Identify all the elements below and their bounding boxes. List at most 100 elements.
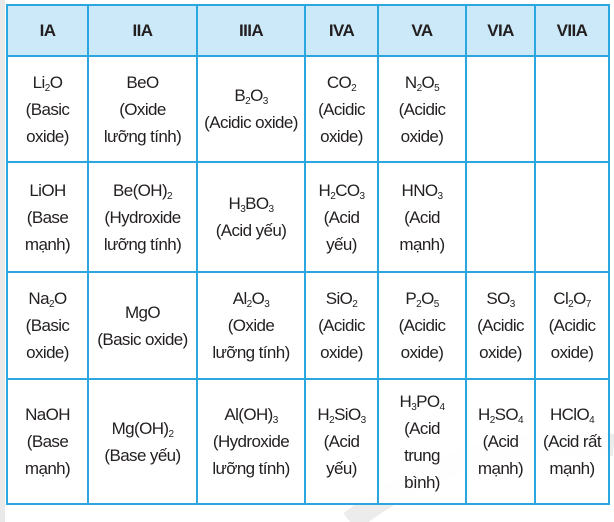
table-row: Li2O (Basic oxide) BeO (Oxide lưỡng tính) B2O3…: [6, 55, 610, 163]
classification-line: (Acid: [323, 432, 360, 451]
chemical-formula: MgO: [90, 299, 195, 326]
formula-subscript: 2: [168, 428, 174, 440]
compound-classification: (Base yếu): [90, 442, 195, 469]
formula-part: Cl: [553, 289, 569, 308]
column-header: IIIA: [196, 4, 306, 57]
formula-part: O: [421, 72, 435, 92]
table-cell: H3PO4 (Acid trung bình): [377, 378, 467, 505]
compound-classification: (Acidic oxide): [307, 96, 376, 150]
table-cell: N2O5 (Acidic oxide): [377, 55, 467, 163]
table-row: LiOH (Base mạnh) Be(OH)2 (Hydroxide lưỡng tín…: [6, 161, 610, 273]
table-cell: Be(OH)2 (Hydroxide lưỡng tính): [87, 161, 198, 273]
chemical-formula: NaOH: [9, 401, 86, 428]
classification-line: yếu): [326, 234, 357, 254]
chemical-formula: H2CO3: [307, 177, 376, 204]
compound-classification: (Acid mạnh): [380, 204, 464, 258]
formula-subscript: 2: [416, 82, 423, 94]
formula-subscript: 2: [167, 190, 173, 202]
formula-part: H: [228, 194, 241, 213]
compound-classification: (Acidic oxide): [380, 96, 464, 150]
formula-subscript: 3: [509, 299, 516, 310]
formula-subscript: 2: [352, 299, 358, 310]
table-cell: SiO2 (Acidic oxide): [304, 271, 379, 380]
chemical-formula: SiO2: [307, 285, 376, 312]
classification-line: mạnh): [24, 234, 71, 254]
chemical-formula: Al(OH)3: [199, 401, 303, 428]
classification-line: lưỡng tính): [103, 126, 182, 146]
table-cell: H2CO3 (Acid yếu): [304, 161, 379, 273]
table-cell: NaOH (Base mạnh): [6, 378, 89, 505]
formula-part: SiO: [334, 405, 361, 424]
formula-subscript: 4: [589, 415, 595, 426]
table-row: NaOH (Base mạnh) Mg(OH)2 (Base yếu) Al(OH)3 (H…: [6, 378, 610, 505]
classification-line: (Basic: [25, 316, 70, 335]
table-cell: H2SO4 (Acid mạnh): [465, 378, 536, 505]
table-cell: LiOH (Base mạnh): [6, 161, 89, 273]
column-header: VIIA: [534, 4, 610, 57]
formula-subscript: 3: [411, 401, 417, 413]
classification-line: mạnh): [399, 234, 445, 254]
classification-line: mạnh): [24, 459, 71, 478]
chemical-formula: Mg(OH)2: [90, 415, 195, 442]
formula-part: O: [251, 289, 265, 308]
classification-line: oxide): [26, 126, 69, 146]
classification-line: oxide): [26, 343, 69, 362]
classification-line: lưỡng tính): [212, 459, 290, 478]
chemical-formula: Na2O: [9, 285, 86, 312]
formula-subscript: 3: [264, 299, 270, 310]
chemical-formula: Li2O: [9, 69, 86, 96]
table-cell: H2SiO3 (Acid yếu): [304, 378, 379, 505]
formula-part: Mg(OH): [111, 418, 169, 438]
column-header: IIA: [87, 4, 198, 57]
compound-classification: (Oxide lưỡng tính): [199, 312, 303, 366]
classification-line: (Acidic oxide): [204, 113, 298, 132]
classification-line: (Acidic: [318, 99, 365, 119]
chemical-formula: LiOH: [9, 177, 86, 204]
compound-classification: (Hydroxide lưỡng tính): [90, 204, 195, 258]
classification-line: (Acid: [404, 207, 440, 227]
table-cell: Mg(OH)2 (Base yếu): [87, 378, 198, 505]
compound-classification: (Base mạnh): [9, 428, 86, 482]
formula-subscript: 7: [585, 299, 592, 310]
classification-line: lưỡng tính): [212, 343, 290, 362]
classification-line: (Basic oxide): [97, 329, 188, 349]
formula-subscript: 2: [44, 82, 51, 94]
formula-part: Al: [232, 289, 248, 308]
classification-line: oxide): [320, 343, 363, 362]
formula-part: O: [573, 289, 586, 308]
table-cell: [534, 161, 610, 273]
classification-line: mạnh): [549, 459, 595, 478]
formula-part: P: [405, 289, 417, 308]
compound-classification: (Base mạnh): [9, 204, 86, 258]
formula-subscript: 4: [518, 415, 524, 426]
formula-part: Li: [32, 72, 46, 92]
column-header: VIA: [465, 4, 536, 57]
formula-part: HClO: [549, 405, 590, 424]
classification-line: oxide): [400, 126, 444, 146]
chemical-formula: B2O3: [199, 82, 303, 109]
formula-subscript: 2: [489, 415, 496, 426]
classification-line: yếu): [326, 459, 357, 478]
formula-subscript: 3: [272, 415, 279, 426]
formula-subscript: 2: [246, 299, 253, 310]
classification-line: (Acid: [404, 418, 440, 438]
compound-classification: (Acid rất mạnh): [537, 428, 607, 482]
compound-classification: (Acidic oxide): [307, 312, 376, 366]
chemical-formula: HClO4: [537, 401, 607, 428]
table-row: Na2O (Basic oxide) MgO (Basic oxide) Al2O3 (Ox…: [6, 271, 610, 380]
classification-line: (Hydroxide: [212, 432, 290, 451]
formula-subscript: 3: [359, 190, 366, 202]
formula-subscript: 5: [434, 82, 440, 94]
classification-line: (Oxide: [227, 316, 275, 335]
classification-line: (Base yếu): [104, 445, 181, 465]
formula-part: SO: [486, 289, 510, 308]
formula-subscript: 2: [568, 299, 574, 310]
classification-line: bình): [404, 472, 440, 492]
classification-line: (Acid: [482, 432, 519, 451]
formula-subscript: 3: [262, 96, 269, 107]
formula-part: B: [234, 86, 246, 105]
chemical-formula: P2O5: [380, 285, 464, 312]
classification-line: (Hydroxide: [104, 207, 181, 227]
compound-classification: (Hydroxide lưỡng tính): [199, 428, 303, 482]
formula-part: MgO: [124, 302, 161, 322]
